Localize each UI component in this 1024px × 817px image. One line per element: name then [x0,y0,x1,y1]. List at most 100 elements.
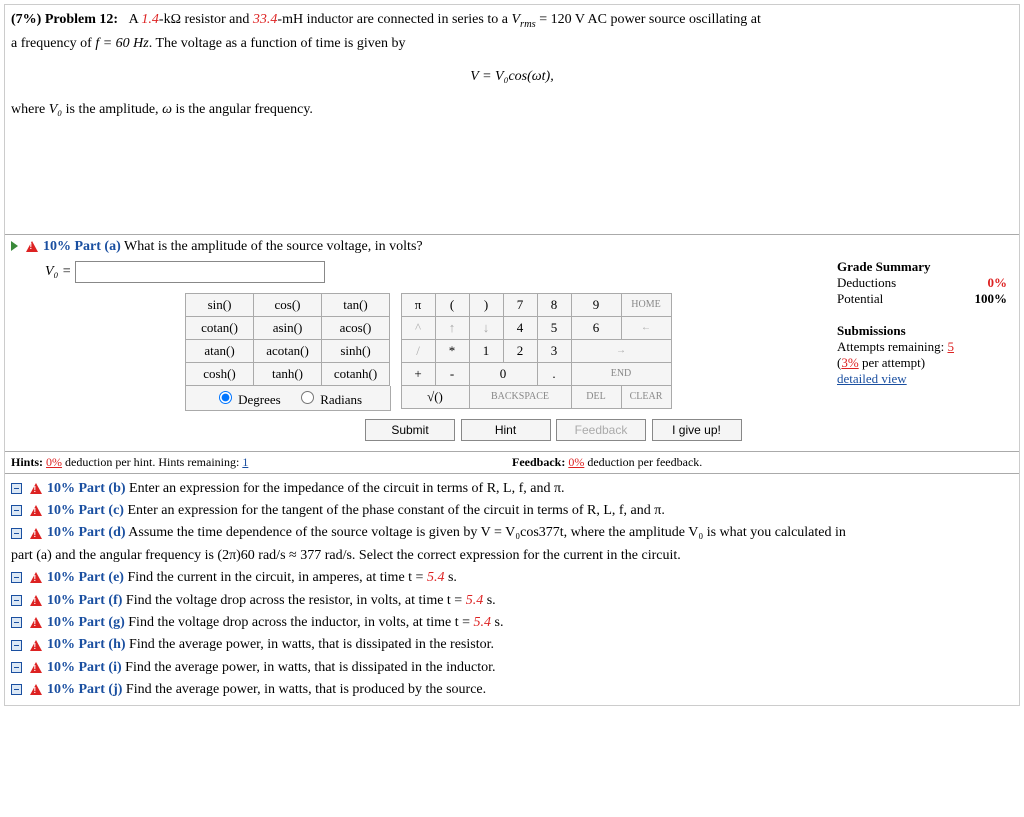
part-text: Enter an expression for the tangent of t… [124,503,665,518]
key-end[interactable]: END [572,363,671,385]
fn-cotanh[interactable]: cotanh() [322,363,389,385]
answer-input[interactable] [75,261,325,283]
part-label: 10% Part (i) [47,660,122,675]
key-pi[interactable]: π [402,294,435,316]
problem-weight: (7%) Problem 12: [11,12,118,27]
part-item: 10% Part (d) Assume the time dependence … [11,522,1013,544]
submit-button[interactable]: Submit [365,419,455,441]
part-label: 10% Part (f) [47,593,122,608]
warning-icon [30,595,42,606]
collapse-icon[interactable] [11,572,22,583]
key-4[interactable]: 4 [504,317,537,339]
part-text: Find the current in the circuit, in ampe… [124,570,427,585]
key-rparen[interactable]: ) [470,294,503,316]
numeric-keypad: π ( ) 7 8 9 HOME ^ ↑ ↓ 4 [401,293,672,409]
function-keypad: sin() cos() tan() cotan() asin() acos() … [185,293,390,386]
collapse-icon[interactable] [11,595,22,606]
degrees-radio[interactable]: Degrees [214,392,281,407]
part-a-header: 10% Part (a) What is the amplitude of th… [5,235,1019,259]
key-home[interactable]: HOME [622,294,671,316]
key-minus[interactable]: - [436,363,469,385]
key-right[interactable]: → [572,340,671,362]
warning-icon [30,572,42,583]
part-text: part (a) and the angular frequency is (2… [11,548,681,563]
hint-button[interactable]: Hint [461,419,551,441]
collapse-icon[interactable] [11,684,22,695]
fn-sinh[interactable]: sinh() [322,340,389,362]
warning-icon [30,617,42,628]
key-7[interactable]: 7 [504,294,537,316]
key-3[interactable]: 3 [538,340,571,362]
part-a-section: 10% Part (a) What is the amplitude of th… [5,234,1019,706]
fn-cosh[interactable]: cosh() [186,363,253,385]
fn-tanh[interactable]: tanh() [254,363,321,385]
key-div[interactable]: / [402,340,435,362]
key-mul[interactable]: * [436,340,469,362]
key-8[interactable]: 8 [538,294,571,316]
collapse-icon[interactable] [11,640,22,651]
part-item: 10% Part (f) Find the voltage drop acros… [11,590,1013,612]
key-plus[interactable]: + [402,363,435,385]
part-item: 10% Part (c) Enter an expression for the… [11,500,1013,522]
key-caret[interactable]: ^ [402,317,435,339]
grade-summary: Grade Summary Deductions0% Potential100%… [837,259,1007,387]
part-label: 10% Part (g) [47,615,125,630]
collapse-icon[interactable] [11,483,22,494]
collapse-icon[interactable] [11,505,22,516]
key-9[interactable]: 9 [572,294,621,316]
part-label: 10% Part (d) [47,525,126,540]
fn-cotan[interactable]: cotan() [186,317,253,339]
part-item: 10% Part (g) Find the voltage drop acros… [11,612,1013,634]
fn-acotan[interactable]: acotan() [254,340,321,362]
key-del[interactable]: DEL [572,386,621,408]
part-text: Enter an expression for the impedance of… [126,481,565,496]
expand-icon[interactable] [11,241,18,251]
fn-atan[interactable]: atan() [186,340,253,362]
collapse-icon[interactable] [11,617,22,628]
fn-cos[interactable]: cos() [254,294,321,316]
part-label: 10% Part (c) [47,503,124,518]
part-text: Find the voltage drop across the resisto… [122,593,465,608]
collapse-icon[interactable] [11,528,22,539]
key-6[interactable]: 6 [572,317,621,339]
key-sqrt[interactable]: √() [402,386,469,408]
part-item: part (a) and the angular frequency is (2… [11,545,1013,567]
part-item: 10% Part (i) Find the average power, in … [11,657,1013,679]
giveup-button[interactable]: I give up! [652,419,742,441]
keypad: sin() cos() tan() cotan() asin() acos() … [185,293,744,441]
problem-statement: (7%) Problem 12: A 1.4-kΩ resistor and 3… [5,5,1019,124]
warning-icon [30,505,42,516]
key-1[interactable]: 1 [470,340,503,362]
key-up[interactable]: ↑ [436,317,469,339]
part-text: Find the average power, in watts, that i… [122,660,496,675]
key-5[interactable]: 5 [538,317,571,339]
fn-acos[interactable]: acos() [322,317,389,339]
warning-icon [30,640,42,651]
key-2[interactable]: 2 [504,340,537,362]
problem-container: (7%) Problem 12: A 1.4-kΩ resistor and 3… [4,4,1020,706]
key-left[interactable]: ← [622,317,671,339]
warning-icon [30,528,42,539]
detailed-view-link[interactable]: detailed view [837,371,907,386]
part-text: Assume the time dependence of the source… [126,525,846,540]
collapse-icon[interactable] [11,662,22,673]
key-clear[interactable]: CLEAR [622,386,671,408]
part-label: 10% Part (h) [47,637,126,652]
key-dot[interactable]: . [538,363,571,385]
equation: V = V₀cos(ωt), [11,66,1013,87]
feedback-button[interactable]: Feedback [556,419,646,441]
warning-icon [30,483,42,494]
fn-sin[interactable]: sin() [186,294,253,316]
radians-radio[interactable]: Radians [296,392,362,407]
key-down[interactable]: ↓ [470,317,503,339]
action-buttons: Submit Hint Feedback I give up! [365,419,744,441]
fn-asin[interactable]: asin() [254,317,321,339]
key-lparen[interactable]: ( [436,294,469,316]
part-item: 10% Part (b) Enter an expression for the… [11,478,1013,500]
angle-mode: Degrees Radians [185,386,391,411]
parts-list: 10% Part (b) Enter an expression for the… [5,473,1019,706]
key-0[interactable]: 0 [470,363,537,385]
key-backspace[interactable]: BACKSPACE [470,386,571,408]
part-text: Find the average power, in watts, that i… [126,637,494,652]
fn-tan[interactable]: tan() [322,294,389,316]
